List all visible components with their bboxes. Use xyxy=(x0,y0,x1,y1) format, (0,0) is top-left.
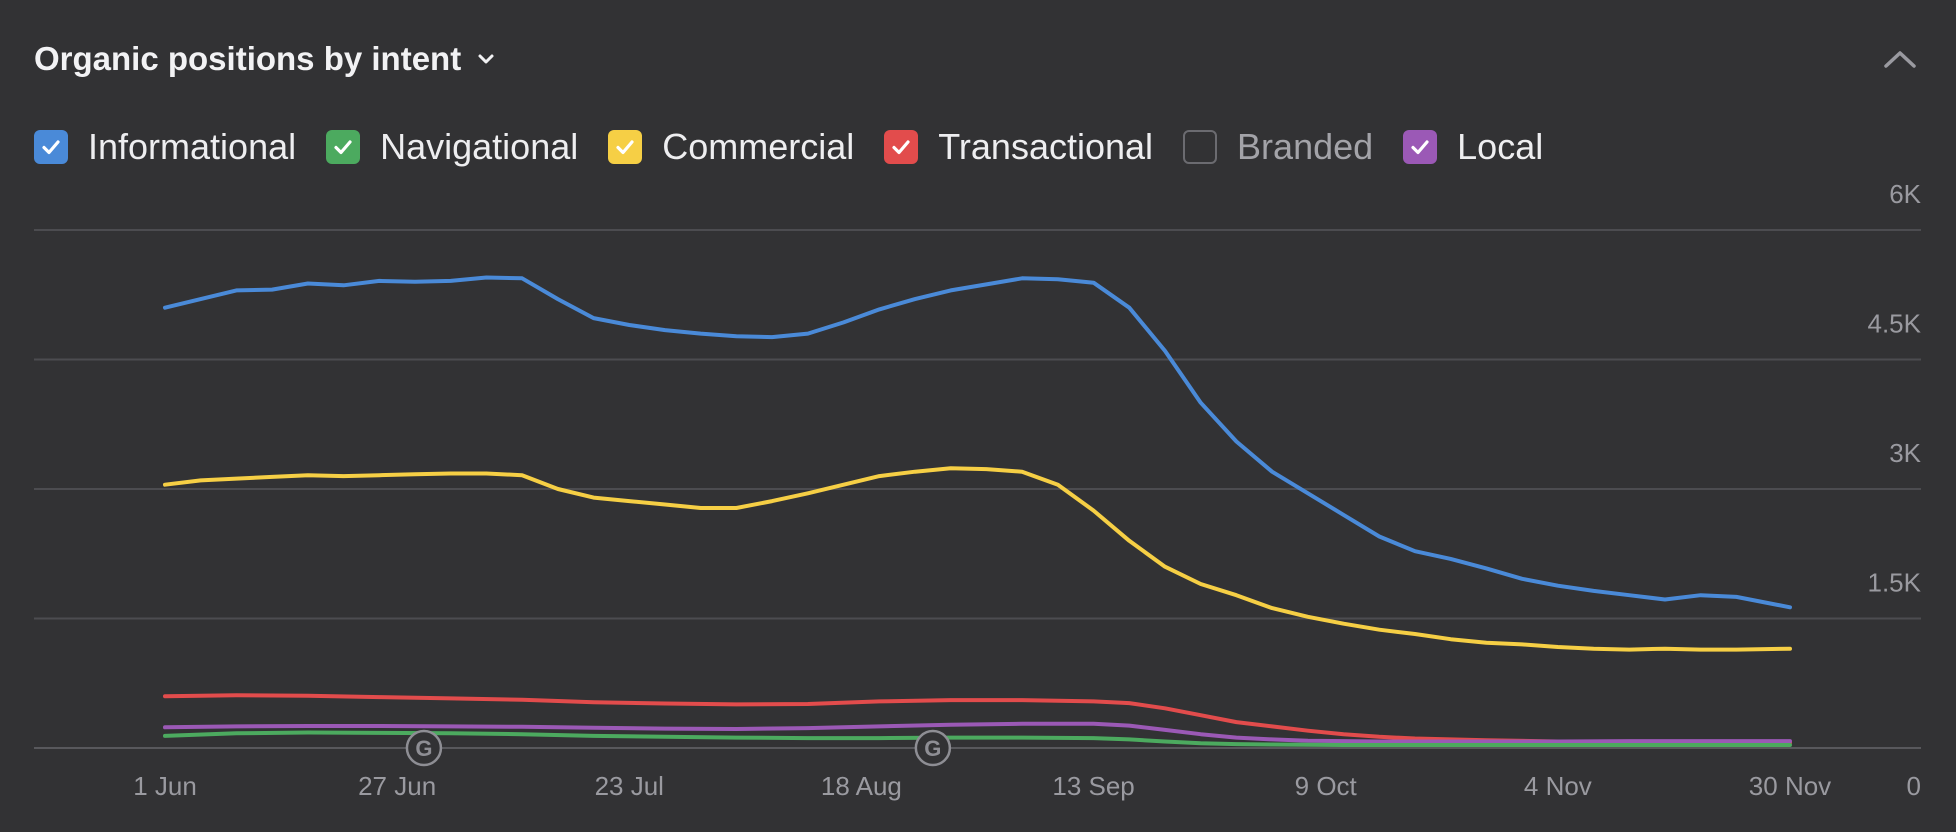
checkmark-icon xyxy=(892,140,910,155)
series-line-transactional xyxy=(163,693,1792,745)
series-line-informational xyxy=(163,275,1792,610)
legend-label-branded: Branded xyxy=(1237,126,1374,167)
series-line-local xyxy=(163,721,1792,744)
chart-header: Organic positions by intent xyxy=(34,40,497,78)
x-tick-label: 23 Jul xyxy=(595,771,664,801)
legend-label-local: Local xyxy=(1457,126,1544,167)
x-tick-label: 13 Sep xyxy=(1052,771,1134,801)
y-tick-label: 4.5K xyxy=(1868,309,1922,339)
google-update-label: G xyxy=(415,736,432,761)
y-tick-label: 6K xyxy=(1889,179,1921,209)
x-tick-label: 4 Nov xyxy=(1524,771,1592,801)
google-update-marker-icon[interactable]: G xyxy=(405,729,443,767)
legend-item-navigational[interactable]: Navigational xyxy=(326,126,578,168)
legend-item-branded[interactable]: Branded xyxy=(1183,126,1373,168)
y-tick-label: 3K xyxy=(1889,438,1921,468)
legend-checkbox-transactional[interactable] xyxy=(884,130,919,164)
legend-label-commercial: Commercial xyxy=(662,126,855,167)
google-update-label: G xyxy=(924,736,941,761)
legend-checkbox-informational[interactable] xyxy=(34,130,68,164)
y-tick-label: 0 xyxy=(1907,771,1921,801)
legend-label-navigational: Navigational xyxy=(380,126,579,167)
checkmark-icon xyxy=(616,140,634,155)
legend-item-local[interactable]: Local xyxy=(1403,126,1543,168)
legend-checkbox-commercial[interactable] xyxy=(608,130,643,164)
legend-item-informational[interactable]: Informational xyxy=(34,126,296,168)
chevron-up-icon[interactable] xyxy=(1880,44,1920,76)
y-tick-label: 1.5K xyxy=(1868,568,1922,598)
x-tick-label: 18 Aug xyxy=(821,771,902,801)
checkmark-icon xyxy=(334,140,352,155)
google-update-marker-icon[interactable]: G xyxy=(914,729,952,767)
x-tick-label: 9 Oct xyxy=(1295,771,1358,801)
x-tick-label: 27 Jun xyxy=(358,771,436,801)
legend-label-informational: Informational xyxy=(88,126,297,167)
checkmark-icon xyxy=(42,140,60,155)
checkmark-icon xyxy=(1411,140,1429,155)
series-line-navigational xyxy=(163,730,1792,747)
legend-checkbox-branded[interactable] xyxy=(1183,130,1218,164)
legend-checkbox-navigational[interactable] xyxy=(326,130,361,164)
series-line-commercial xyxy=(163,466,1792,652)
legend-label-transactional: Transactional xyxy=(938,126,1154,167)
legend-item-transactional[interactable]: Transactional xyxy=(884,126,1153,168)
legend-item-commercial[interactable]: Commercial xyxy=(608,126,854,168)
chevron-down-icon[interactable] xyxy=(475,48,497,70)
x-tick-label: 30 Nov xyxy=(1749,771,1831,801)
x-tick-label: 1 Jun xyxy=(133,771,197,801)
chart-title: Organic positions by intent xyxy=(34,40,462,77)
intent-legend: Informational Navigational Commercial Tr… xyxy=(34,126,1573,168)
legend-checkbox-local[interactable] xyxy=(1403,130,1438,164)
